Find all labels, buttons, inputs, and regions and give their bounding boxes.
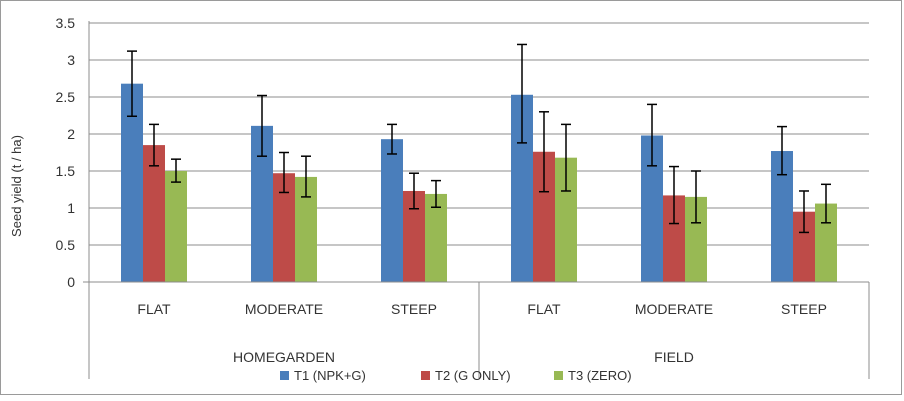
category-label: MODERATE — [635, 301, 713, 317]
legend-label: T2 (G ONLY) — [435, 368, 511, 383]
category-label: FLAT — [137, 301, 171, 317]
bar — [771, 151, 793, 282]
y-axis-title: Seed yield (t / ha) — [9, 135, 24, 237]
bar — [121, 83, 143, 283]
bar — [403, 190, 425, 282]
group-label: FIELD — [654, 349, 694, 365]
y-tick-label: 0.5 — [56, 237, 76, 253]
category-label: MODERATE — [245, 301, 323, 317]
bar — [533, 151, 555, 282]
bar — [641, 135, 663, 282]
bar — [295, 176, 317, 282]
bar — [143, 145, 165, 282]
y-tick-label: 1.5 — [56, 163, 76, 179]
y-tick-label: 1 — [67, 200, 75, 216]
bar — [793, 211, 815, 282]
y-tick-label: 3.5 — [56, 15, 76, 31]
bar — [381, 139, 403, 282]
legend-label: T3 (ZERO) — [568, 368, 632, 383]
bar — [511, 94, 533, 282]
y-tick-label: 0 — [67, 274, 75, 290]
bar — [425, 193, 447, 282]
category-label: FLAT — [527, 301, 561, 317]
y-tick-labels: 0 0.5 1 1.5 2 2.5 3 3.5 — [56, 15, 76, 290]
legend-swatch — [554, 371, 563, 380]
gridlines — [89, 22, 869, 246]
category-labels: FLAT MODERATE STEEP FLAT MODERATE STEEP HOMEGA… — [137, 301, 827, 365]
error-bars — [127, 43, 831, 234]
group-label: HOMEGARDEN — [233, 349, 335, 365]
legend: T1 (NPK+G) T2 (G ONLY) T3 (ZERO) — [280, 368, 632, 383]
y-tick-label: 2 — [67, 126, 75, 142]
bar — [273, 173, 295, 282]
bar — [251, 125, 273, 282]
bar — [663, 195, 685, 282]
y-tick-label: 2.5 — [56, 89, 76, 105]
y-tick-label: 3 — [67, 52, 75, 68]
category-label: STEEP — [391, 301, 437, 317]
legend-label: T1 (NPK+G) — [294, 368, 366, 383]
bars — [121, 83, 837, 283]
bar — [555, 157, 577, 282]
legend-swatch — [421, 371, 430, 380]
bar — [685, 196, 707, 282]
axes — [83, 21, 870, 379]
bar — [815, 203, 837, 282]
bar — [165, 171, 187, 282]
legend-swatch — [280, 371, 289, 380]
category-label: STEEP — [781, 301, 827, 317]
